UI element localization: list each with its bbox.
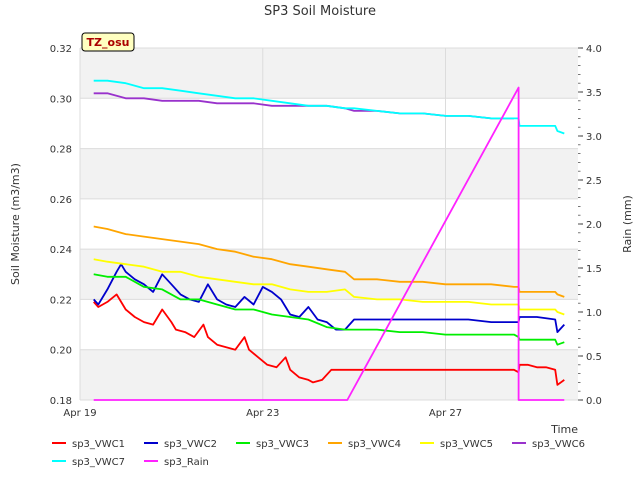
background-band [80, 48, 578, 99]
y-tick-label: 0.18 [50, 396, 72, 407]
site-badge: TZ_osu [81, 32, 135, 52]
y2-tick-label: 0.0 [586, 396, 602, 407]
y-tick-label: 0.32 [50, 44, 72, 55]
axes: 0.18 0.20 0.22 0.24 0.26 0.28 0.30 0.32 0.0 0.5 1.… [50, 44, 602, 419]
y-tick-label: 0.22 [50, 295, 72, 306]
x-tick-label: Apr 27 [429, 408, 462, 419]
series-line-sp3_Rain [93, 86, 565, 401]
y-tick-label: 0.20 [50, 346, 72, 357]
legend-label: sp3_VWC3 [256, 439, 309, 450]
y2-tick-label: 2.0 [586, 220, 602, 231]
legend-label: sp3_VWC2 [164, 439, 217, 450]
y2-tick-label: 3.0 [586, 132, 602, 143]
site-badge-label: TZ_osu [87, 36, 130, 49]
legend-label: sp3_VWC1 [72, 439, 125, 450]
y-tick-label: 0.24 [50, 245, 72, 256]
y-axis-label: Soil Moisture (m3/m3) [9, 163, 22, 285]
legend-label: sp3_VWC5 [440, 439, 493, 450]
y2-tick-label: 1.0 [586, 308, 602, 319]
series-line-sp3_VWC2 [93, 263, 565, 334]
background-band [80, 349, 578, 400]
y2-axis-label: Rain (mm) [621, 195, 634, 253]
legend-label: sp3_Rain [164, 457, 209, 468]
y-tick-label: 0.30 [50, 94, 72, 105]
y-tick-label: 0.26 [50, 195, 72, 206]
legend-label: sp3_VWC7 [72, 457, 125, 468]
x-tick-label: Apr 19 [63, 408, 96, 419]
grid-lines [79, 47, 578, 401]
chart-title: SP3 Soil Moisture [264, 4, 376, 19]
y2-tick-label: 3.5 [586, 88, 602, 99]
series-lines [93, 79, 565, 401]
series-line-sp3_VWC1 [93, 293, 565, 386]
legend: sp3_VWC1 sp3_VWC2 sp3_VWC3 sp3_VWC4 sp3_VWC5… [52, 439, 585, 468]
legend-label: sp3_VWC4 [348, 439, 401, 450]
background-bands [80, 48, 578, 400]
background-band [80, 148, 578, 199]
x-tick-label: Apr 23 [246, 408, 279, 419]
y2-tick-label: 4.0 [586, 44, 602, 55]
y-tick-label: 0.28 [50, 145, 72, 156]
legend-label: sp3_VWC6 [532, 439, 585, 450]
y2-tick-label: 0.5 [586, 352, 602, 363]
y2-tick-label: 2.5 [586, 176, 602, 187]
y2-tick-label: 1.5 [586, 264, 602, 275]
x-axis-label: Time [550, 423, 578, 436]
